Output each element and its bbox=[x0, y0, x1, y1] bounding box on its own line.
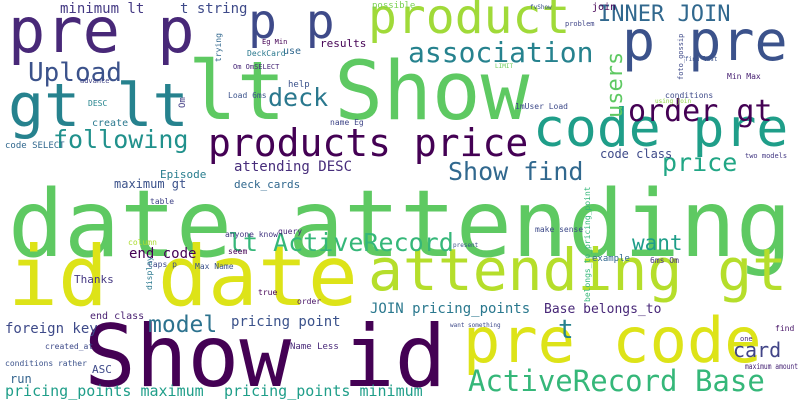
word: pricing_points maximum bbox=[5, 382, 204, 400]
word: fvShow bbox=[530, 4, 552, 11]
word: association bbox=[408, 36, 593, 69]
word: gt lt bbox=[8, 71, 189, 141]
word: foreign key bbox=[5, 321, 98, 337]
word: pre p bbox=[8, 0, 195, 67]
word: Base belongs_to bbox=[544, 302, 661, 317]
word: INNER JOIN bbox=[598, 2, 730, 27]
word: Episode bbox=[160, 168, 206, 181]
word: two models bbox=[745, 152, 787, 160]
word: join bbox=[592, 2, 616, 13]
word: create bbox=[92, 118, 128, 129]
word: display bbox=[145, 256, 154, 290]
word: p pre bbox=[622, 9, 788, 73]
word: true bbox=[258, 288, 277, 297]
word: column bbox=[128, 238, 157, 247]
word: example bbox=[592, 254, 630, 264]
word: Name Less bbox=[290, 342, 339, 352]
word: make sense bbox=[535, 225, 583, 234]
word: find bbox=[775, 324, 794, 333]
word: use bbox=[283, 46, 301, 57]
word: Eg Min bbox=[262, 38, 287, 46]
word: Min Max bbox=[727, 72, 761, 81]
word: product bbox=[368, 0, 570, 45]
word: foto_gossip bbox=[677, 34, 685, 80]
word: conditions bbox=[665, 91, 713, 100]
word: 6ms Om bbox=[650, 256, 679, 265]
word: run bbox=[10, 372, 32, 386]
word: Caps p bbox=[148, 260, 177, 269]
word: code class bbox=[600, 147, 672, 161]
word: anyone know bbox=[225, 230, 278, 239]
word: id date bbox=[8, 228, 358, 325]
word: lt Show bbox=[188, 45, 530, 139]
word: attending DESC bbox=[234, 159, 352, 175]
word: ASC bbox=[92, 363, 112, 376]
word: want bbox=[632, 231, 683, 255]
word: one bbox=[740, 335, 753, 343]
word: minimum lt bbox=[60, 1, 144, 17]
word: Om OmSELECT bbox=[233, 63, 280, 71]
word: DeckCard bbox=[247, 49, 286, 58]
word: attending gt bbox=[368, 236, 787, 304]
word: table bbox=[150, 197, 174, 206]
word: created_at bbox=[45, 342, 93, 351]
word: using join bbox=[655, 98, 692, 105]
word: query bbox=[278, 227, 302, 236]
word: Max Name bbox=[195, 262, 234, 271]
word: maximum amount bbox=[745, 362, 798, 371]
word: code pre bbox=[533, 98, 788, 159]
word: find last bbox=[685, 56, 718, 63]
word: deck_cards bbox=[234, 178, 300, 191]
word: results bbox=[320, 37, 366, 50]
word: pre code bbox=[463, 304, 762, 377]
word: Show id bbox=[84, 307, 446, 400]
word: LIMIT bbox=[495, 63, 513, 70]
word: code SELECT bbox=[5, 141, 65, 151]
word: problem bbox=[565, 20, 595, 28]
word: seem bbox=[228, 247, 247, 256]
word: ActiveRecord Base bbox=[468, 364, 765, 398]
word: following bbox=[53, 125, 188, 154]
word: deck bbox=[268, 83, 328, 112]
word: possible bbox=[372, 1, 415, 11]
word: belongs_to_pricing_point bbox=[583, 186, 592, 302]
word: want something bbox=[450, 322, 501, 329]
word: help bbox=[288, 80, 310, 90]
word: Upload bbox=[28, 58, 122, 88]
word: Thanks bbox=[74, 273, 114, 286]
word: end class bbox=[90, 311, 144, 322]
word: users bbox=[603, 52, 628, 118]
word: products price bbox=[208, 121, 528, 165]
word: p p bbox=[248, 0, 335, 50]
word: order gt bbox=[628, 94, 773, 129]
word: present bbox=[453, 242, 479, 249]
word: end code bbox=[129, 246, 196, 262]
word: name Eg bbox=[330, 118, 364, 127]
word: DESC bbox=[88, 99, 107, 108]
word: order bbox=[297, 297, 321, 306]
word: Load 6ms bbox=[228, 91, 267, 100]
word: card bbox=[733, 338, 781, 362]
word: Show find bbox=[448, 157, 583, 186]
word: conditions rather bbox=[5, 359, 87, 368]
word: lt ActiveRecord bbox=[228, 228, 454, 257]
word: pricing_points minimum bbox=[224, 382, 423, 400]
word: trying bbox=[214, 33, 223, 62]
word: pricing point bbox=[231, 314, 341, 330]
word: JOIN pricing_points bbox=[370, 301, 530, 317]
word: maximum gt bbox=[114, 177, 186, 191]
word: Om bbox=[178, 97, 188, 108]
word: advance bbox=[80, 77, 110, 85]
word: t bbox=[558, 315, 574, 345]
word: 1mUser Load bbox=[515, 102, 568, 111]
word: date attending bbox=[8, 170, 792, 278]
word: price bbox=[662, 148, 737, 177]
word: t string bbox=[180, 1, 247, 17]
word: model bbox=[148, 312, 217, 338]
